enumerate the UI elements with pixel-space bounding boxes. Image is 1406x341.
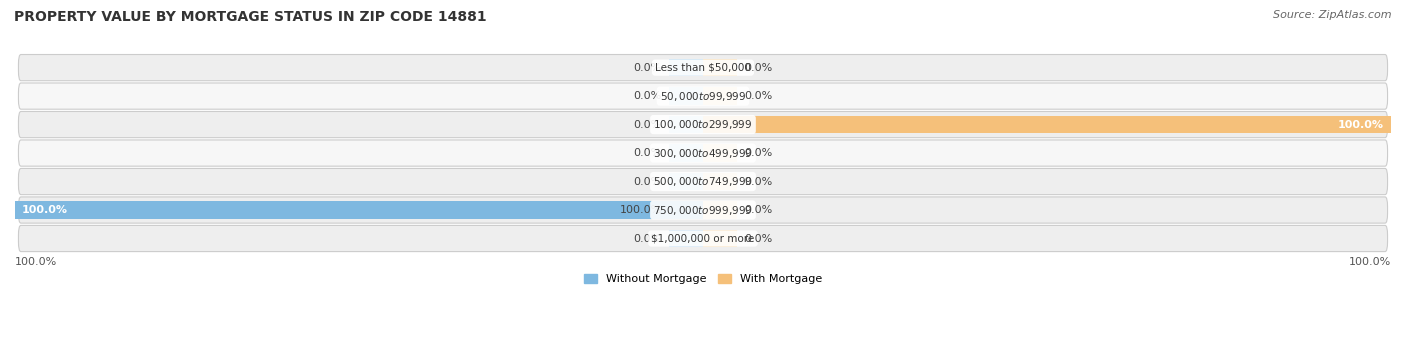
Bar — [15, 201, 703, 219]
Text: 0.0%: 0.0% — [744, 148, 772, 158]
Text: $1,000,000 or more: $1,000,000 or more — [651, 234, 755, 243]
Text: 100.0%: 100.0% — [1348, 257, 1391, 267]
Text: Source: ZipAtlas.com: Source: ZipAtlas.com — [1274, 10, 1392, 20]
Bar — [669, 116, 703, 133]
Text: 100.0%: 100.0% — [15, 257, 58, 267]
FancyBboxPatch shape — [18, 168, 1388, 195]
FancyBboxPatch shape — [18, 197, 1388, 223]
Bar — [669, 59, 703, 76]
Text: PROPERTY VALUE BY MORTGAGE STATUS IN ZIP CODE 14881: PROPERTY VALUE BY MORTGAGE STATUS IN ZIP… — [14, 10, 486, 24]
Text: 0.0%: 0.0% — [634, 63, 662, 73]
Bar — [703, 144, 737, 162]
Bar — [703, 87, 737, 105]
Legend: Without Mortgage, With Mortgage: Without Mortgage, With Mortgage — [579, 269, 827, 289]
Text: 0.0%: 0.0% — [634, 91, 662, 101]
Bar — [703, 230, 737, 247]
Bar — [703, 173, 737, 190]
Text: $500,000 to $749,999: $500,000 to $749,999 — [654, 175, 752, 188]
Text: 0.0%: 0.0% — [744, 63, 772, 73]
Bar — [703, 59, 737, 76]
Text: 0.0%: 0.0% — [634, 234, 662, 243]
Text: 100.0%: 100.0% — [620, 205, 662, 215]
Text: 100.0%: 100.0% — [22, 205, 67, 215]
Text: 100.0%: 100.0% — [1339, 120, 1384, 130]
FancyBboxPatch shape — [18, 140, 1388, 166]
Bar — [669, 230, 703, 247]
Bar — [703, 201, 737, 219]
Text: $100,000 to $299,999: $100,000 to $299,999 — [654, 118, 752, 131]
Text: $300,000 to $499,999: $300,000 to $499,999 — [654, 147, 752, 160]
Bar — [703, 116, 1391, 133]
Text: $750,000 to $999,999: $750,000 to $999,999 — [654, 204, 752, 217]
FancyBboxPatch shape — [18, 55, 1388, 81]
Bar — [669, 173, 703, 190]
Bar — [669, 87, 703, 105]
Text: Less than $50,000: Less than $50,000 — [655, 63, 751, 73]
Text: 0.0%: 0.0% — [634, 148, 662, 158]
Bar — [669, 144, 703, 162]
Text: 0.0%: 0.0% — [634, 177, 662, 187]
Text: 0.0%: 0.0% — [744, 91, 772, 101]
Text: 0.0%: 0.0% — [744, 205, 772, 215]
Text: 0.0%: 0.0% — [744, 177, 772, 187]
Text: 0.0%: 0.0% — [744, 234, 772, 243]
Text: $50,000 to $99,999: $50,000 to $99,999 — [659, 90, 747, 103]
Text: 0.0%: 0.0% — [634, 120, 662, 130]
FancyBboxPatch shape — [18, 112, 1388, 138]
FancyBboxPatch shape — [18, 225, 1388, 252]
FancyBboxPatch shape — [18, 83, 1388, 109]
